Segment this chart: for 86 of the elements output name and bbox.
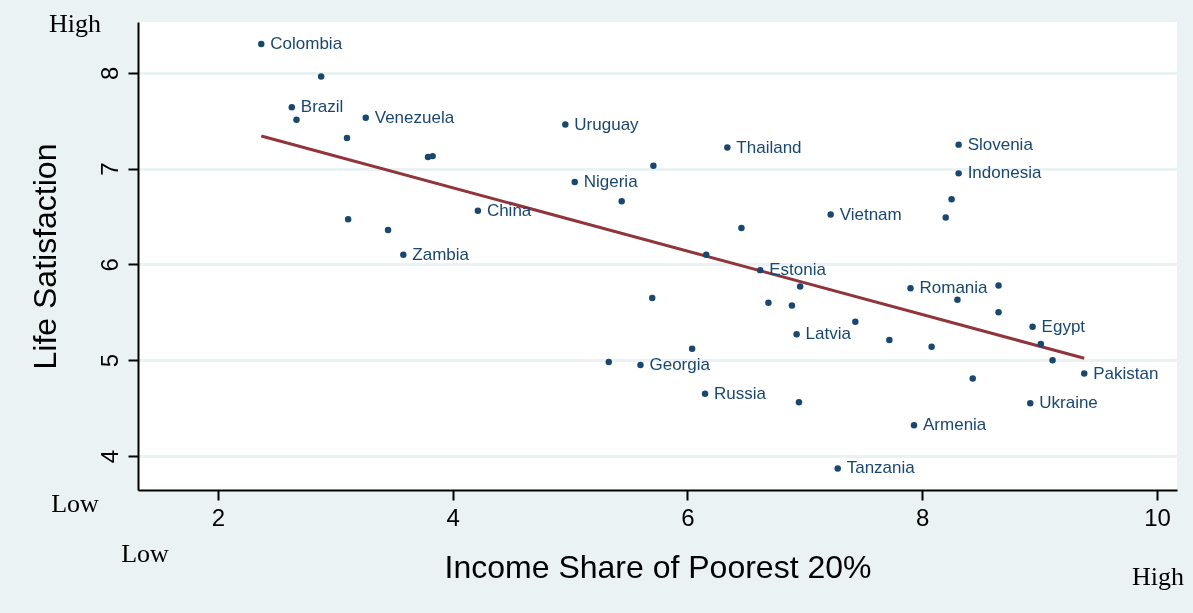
annotation: Slovenia (967, 134, 1034, 154)
point (343, 134, 351, 142)
point (688, 345, 696, 352)
point (756, 266, 764, 274)
annotation: Egypt (1041, 316, 1086, 336)
x-tick-label: 8 (916, 503, 930, 531)
point (317, 73, 325, 80)
annotation: Latvia (805, 324, 852, 344)
point (650, 162, 657, 169)
point (1027, 400, 1034, 407)
point (362, 114, 369, 122)
point (344, 216, 352, 223)
point (995, 282, 1002, 289)
point (605, 358, 613, 366)
annotation: Vietnam (839, 204, 902, 224)
point (928, 343, 935, 351)
annotation: Romania (919, 278, 989, 298)
annotation: Ukraine (1039, 393, 1098, 413)
point (907, 285, 914, 292)
x-tick-label: 4 (446, 503, 460, 531)
annotation: Thailand (736, 137, 802, 157)
annotation: Colombia (270, 34, 343, 54)
point (955, 170, 962, 177)
text: High (49, 9, 101, 38)
point (1029, 323, 1036, 330)
text: High (1132, 562, 1184, 591)
x-tick-label: 2 (211, 503, 226, 531)
point (293, 116, 300, 123)
point (400, 251, 407, 259)
y-tick-label: 6 (95, 258, 123, 272)
annotation: China (486, 200, 532, 220)
point (384, 226, 392, 234)
point (562, 121, 569, 128)
point (793, 331, 800, 338)
point (827, 211, 834, 218)
text: Low (121, 539, 170, 568)
point (765, 299, 772, 306)
point (969, 375, 976, 382)
point (1049, 356, 1056, 364)
annotation: Brazil (300, 97, 344, 117)
point (795, 399, 803, 406)
annotation: Georgia (649, 354, 711, 374)
annotation: Russia (714, 383, 767, 403)
y-tick-label: 8 (95, 66, 123, 80)
point (948, 196, 955, 203)
point (738, 224, 745, 232)
point (474, 207, 482, 214)
point (429, 152, 436, 160)
point (834, 465, 841, 472)
point (618, 197, 625, 205)
point (571, 178, 578, 186)
x-axis-title: Income Share of Poorest 20% (444, 548, 872, 585)
point (637, 361, 644, 369)
point (288, 104, 296, 111)
point (910, 422, 918, 429)
x-tick-label: 10 (1144, 503, 1171, 531)
text: Low (51, 489, 100, 518)
x-tick-label: 6 (681, 503, 695, 531)
annotation: Tanzania (846, 458, 916, 478)
point (1037, 340, 1045, 348)
y-tick-label: 4 (95, 449, 123, 464)
y-axis-title: Life Satisfaction (26, 143, 63, 370)
annotation: Uruguay (574, 114, 640, 134)
point (648, 294, 656, 302)
point (886, 336, 893, 344)
point (954, 296, 961, 304)
annotation: Venezuela (374, 107, 455, 127)
point (1081, 370, 1088, 377)
annotation: Indonesia (967, 163, 1042, 183)
point (796, 283, 804, 290)
point (995, 309, 1002, 316)
point (955, 141, 962, 148)
point (701, 390, 709, 397)
annotation: Zambia (412, 244, 470, 264)
point (788, 302, 796, 309)
point (852, 318, 859, 326)
annotation: Armenia (923, 415, 987, 435)
point (942, 214, 949, 221)
point (258, 40, 265, 48)
annotation: Estonia (769, 260, 827, 280)
y-tick-label: 5 (95, 354, 123, 368)
annotation: Nigeria (583, 171, 639, 191)
point (702, 251, 710, 259)
annotation: Pakistan (1093, 363, 1159, 383)
point (724, 144, 731, 151)
y-tick-label: 7 (95, 162, 123, 176)
